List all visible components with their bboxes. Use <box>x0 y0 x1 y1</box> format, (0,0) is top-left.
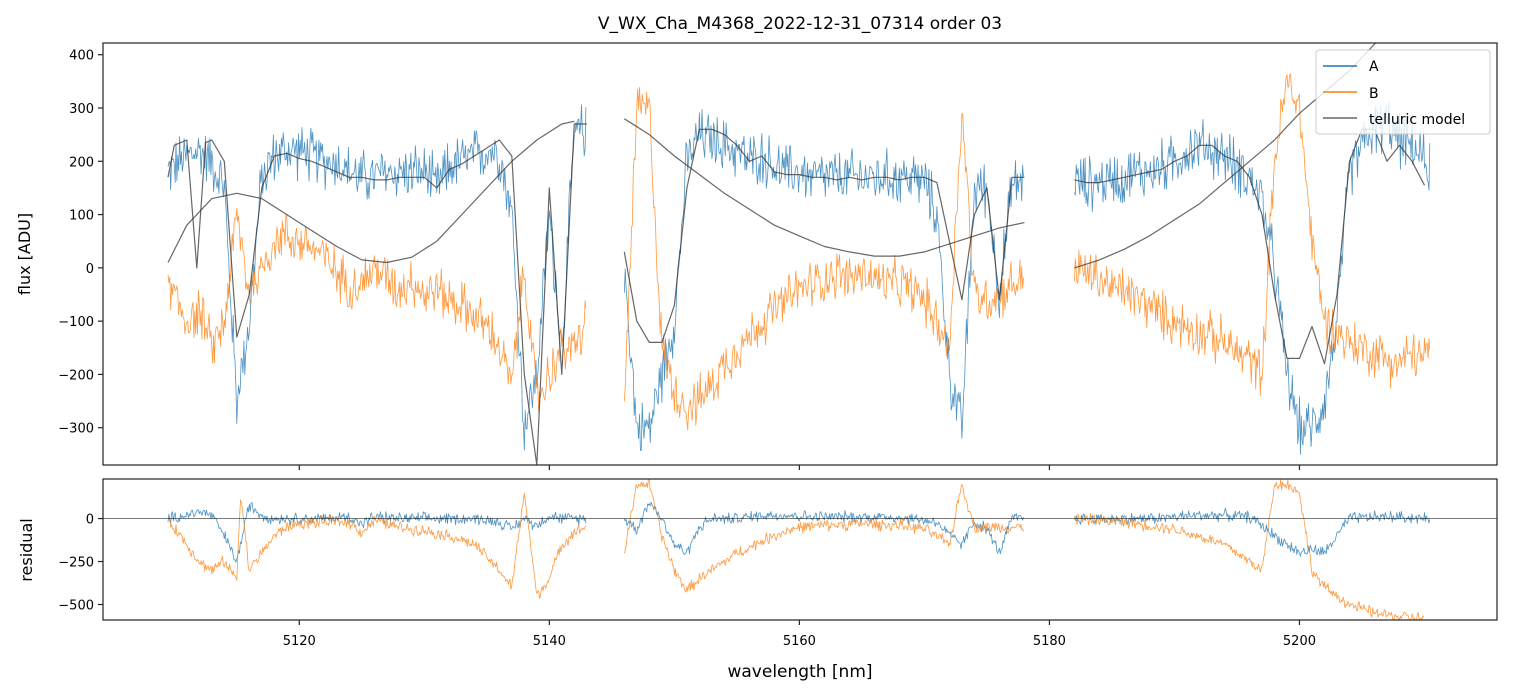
legend: A B telluric model <box>1315 49 1491 135</box>
bottom-y-axis-label: residual <box>17 518 36 581</box>
flux-axes-frame <box>102 42 1498 466</box>
residual-plot-area <box>103 479 1497 620</box>
flux-y-tick-label: −200 <box>58 368 94 383</box>
residual-y-tick-label: −500 <box>58 599 94 614</box>
residual-y-tick-label: 0 <box>86 513 94 528</box>
flux-plot-area <box>167 43 1431 465</box>
flux-series-b-segment-0 <box>167 207 587 412</box>
residual-series-b-segment-1 <box>623 479 1024 593</box>
flux-series-telluric-model-segment-4 <box>623 118 1025 257</box>
x-axis-label: wavelength [nm] <box>727 662 872 682</box>
x-tick-label: 5120 <box>283 634 316 649</box>
flux-y-tick-label: −100 <box>58 315 94 330</box>
residual-series-b-segment-2 <box>1074 479 1424 620</box>
x-tick-label: 5140 <box>533 634 566 649</box>
x-tick-label: 5180 <box>1033 634 1066 649</box>
flux-series-a-segment-1 <box>623 109 1024 451</box>
x-tick-label: 5200 <box>1283 634 1316 649</box>
flux-y-tick-label: 200 <box>69 155 94 170</box>
flux-series-telluric-model-segment-2 <box>1074 128 1426 365</box>
flux-y-tick-label: 400 <box>69 49 94 64</box>
residual-series-a-segment-1 <box>623 501 1024 555</box>
axes: −300 −200 −100 0 100 200 300 400 5120 5140 5160 518… <box>58 42 1498 649</box>
flux-y-tick-label: 100 <box>69 209 94 224</box>
residual-series-b-segment-0 <box>167 492 587 599</box>
flux-series-telluric-model-segment-1 <box>623 128 1025 343</box>
residual-series-a-segment-2 <box>1074 507 1431 557</box>
legend-label-telluric: telluric model <box>1369 112 1465 128</box>
x-tick-label: 5160 <box>783 634 816 649</box>
residual-y-tick-label: −250 <box>58 556 94 571</box>
flux-series-a-segment-2 <box>1074 101 1431 455</box>
flux-y-tick-label: 300 <box>69 102 94 117</box>
legend-label-a: A <box>1369 59 1379 75</box>
flux-series-b-segment-1 <box>623 87 1024 431</box>
flux-series-telluric-model-segment-0 <box>167 123 587 465</box>
top-y-axis-label: flux [ADU] <box>15 213 34 295</box>
legend-label-b: B <box>1369 86 1379 102</box>
legend-box <box>1315 49 1491 135</box>
residual-axes-frame <box>102 478 1498 621</box>
flux-series-b-segment-2 <box>1074 73 1431 397</box>
residual-series-a-segment-0 <box>167 502 587 563</box>
flux-series-telluric-model-segment-3 <box>167 120 575 264</box>
chart-title: V_WX_Cha_M4368_2022-12-31_07314 order 03 <box>598 14 1002 34</box>
flux-series-a-segment-0 <box>167 104 587 451</box>
flux-y-tick-label: −300 <box>58 422 94 437</box>
flux-y-tick-label: 0 <box>86 262 94 277</box>
